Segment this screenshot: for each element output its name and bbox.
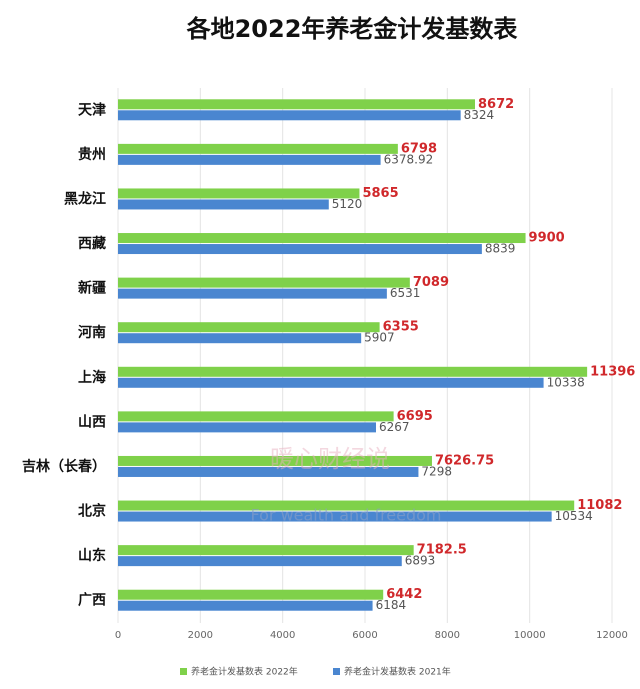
bar — [118, 288, 387, 299]
value-label: 7182.5 — [417, 543, 467, 558]
bar — [118, 466, 419, 477]
bar — [118, 154, 381, 165]
bar — [118, 188, 360, 199]
value-label: 8839 — [485, 242, 516, 256]
bar — [118, 589, 384, 600]
x-tick-label: 10000 — [514, 630, 546, 641]
value-label: 5907 — [364, 331, 395, 345]
value-label: 6267 — [379, 420, 410, 434]
value-label: 6531 — [390, 286, 421, 300]
value-label: 6798 — [401, 141, 437, 156]
x-tick-label: 6000 — [352, 630, 377, 641]
bar — [118, 422, 376, 433]
bar — [118, 545, 414, 556]
value-label: 8672 — [478, 97, 514, 112]
value-label: 7298 — [421, 464, 452, 478]
x-tick-label: 0 — [115, 630, 121, 641]
value-label: 7089 — [413, 275, 449, 290]
watermark: 暖心财经说 — [270, 445, 390, 473]
bar — [118, 556, 402, 567]
legend-label: 养老金计发基数表 2022年 — [191, 666, 298, 678]
value-label: 11082 — [577, 498, 622, 513]
value-label: 10338 — [547, 375, 585, 389]
value-label: 9900 — [529, 231, 565, 246]
bar — [118, 455, 432, 466]
y-tick-label: 贵州 — [78, 146, 106, 163]
bar — [118, 143, 398, 154]
bar — [118, 411, 394, 422]
bars — [118, 99, 588, 611]
legend-swatch — [180, 668, 187, 675]
y-tick-label: 山西 — [78, 414, 106, 430]
bar — [118, 366, 588, 377]
value-label: 7626.75 — [435, 453, 494, 468]
value-label: 6893 — [405, 554, 436, 568]
y-tick-label: 吉林（长春） — [22, 458, 106, 475]
bar — [118, 199, 329, 210]
chart-title: 各地2022年养老金计发基数表 — [186, 15, 519, 43]
y-tick-label: 山东 — [78, 547, 106, 564]
bar — [118, 600, 373, 611]
y-tick-label: 天津 — [78, 101, 106, 118]
value-label: 6355 — [383, 320, 419, 335]
bar — [118, 322, 380, 333]
bar — [118, 110, 461, 121]
bar — [118, 277, 410, 288]
x-tick-label: 4000 — [270, 630, 295, 641]
bar — [118, 377, 544, 388]
value-label: 5865 — [362, 186, 398, 201]
y-tick-label: 北京 — [78, 503, 106, 520]
bar — [118, 233, 526, 244]
y-tick-label: 黑龙江 — [64, 190, 106, 207]
grid — [117, 88, 613, 623]
value-label: 6695 — [397, 409, 433, 424]
x-tick-label: 8000 — [435, 630, 460, 641]
y-tick-label: 上海 — [78, 369, 106, 386]
y-tick-label: 新疆 — [78, 280, 106, 297]
bar — [118, 511, 552, 522]
value-label: 6378.92 — [384, 152, 434, 166]
value-label: 8324 — [464, 108, 495, 122]
x-tick-label: 12000 — [596, 630, 628, 641]
y-tick-label: 广西 — [78, 592, 106, 609]
value-label: 11396 — [590, 364, 635, 379]
watermark: For wealth and freedom — [250, 506, 441, 525]
y-tick-label: 河南 — [78, 324, 106, 341]
legend-label: 养老金计发基数表 2021年 — [344, 666, 451, 678]
bar — [118, 99, 475, 110]
x-tick-label: 2000 — [188, 630, 213, 641]
y-tick-label: 西藏 — [78, 235, 106, 252]
value-label: 6184 — [376, 598, 407, 612]
value-label: 6442 — [386, 587, 422, 602]
value-label: 10534 — [555, 509, 593, 523]
bar — [118, 333, 362, 344]
value-label: 5120 — [332, 197, 363, 211]
bar — [118, 244, 482, 255]
legend-swatch — [333, 668, 340, 675]
bar — [118, 500, 575, 511]
